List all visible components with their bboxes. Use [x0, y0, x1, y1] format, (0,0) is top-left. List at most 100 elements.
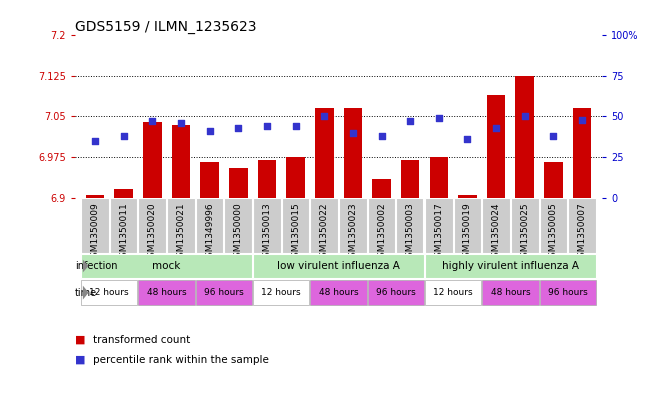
Text: GSM1350022: GSM1350022 — [320, 202, 329, 263]
Text: GSM1350013: GSM1350013 — [262, 202, 271, 263]
FancyBboxPatch shape — [425, 280, 481, 305]
Bar — [229, 168, 247, 198]
Point — [577, 117, 587, 123]
Text: GSM1350007: GSM1350007 — [577, 202, 587, 263]
Point — [376, 133, 387, 139]
Point — [176, 120, 186, 126]
Point — [290, 123, 301, 129]
Point — [233, 125, 243, 131]
Point — [90, 138, 100, 144]
Text: 96 hours: 96 hours — [548, 288, 588, 297]
FancyBboxPatch shape — [454, 198, 481, 253]
Text: GSM1350003: GSM1350003 — [406, 202, 415, 263]
Bar — [430, 157, 448, 198]
Text: 96 hours: 96 hours — [376, 288, 416, 297]
Bar — [487, 95, 505, 198]
Point — [548, 133, 559, 139]
Point — [348, 130, 358, 136]
Text: ■: ■ — [75, 335, 85, 345]
Point — [147, 118, 158, 125]
Text: low virulent influenza A: low virulent influenza A — [277, 261, 400, 271]
FancyBboxPatch shape — [511, 198, 538, 253]
FancyBboxPatch shape — [425, 254, 596, 277]
Point — [519, 113, 530, 119]
Point — [262, 123, 272, 129]
Bar — [372, 179, 391, 198]
FancyBboxPatch shape — [311, 280, 367, 305]
Text: GSM1350009: GSM1350009 — [90, 202, 100, 263]
Text: 12 hours: 12 hours — [262, 288, 301, 297]
FancyBboxPatch shape — [196, 198, 223, 253]
FancyBboxPatch shape — [282, 198, 309, 253]
Bar — [573, 108, 591, 198]
Text: GSM1350017: GSM1350017 — [434, 202, 443, 263]
Point — [319, 113, 329, 119]
Text: GSM1350021: GSM1350021 — [176, 202, 186, 263]
Bar — [172, 125, 190, 198]
Text: 48 hours: 48 hours — [146, 288, 186, 297]
Point — [491, 125, 501, 131]
Point — [434, 115, 444, 121]
Text: GSM1349996: GSM1349996 — [205, 202, 214, 263]
FancyBboxPatch shape — [396, 198, 424, 253]
Polygon shape — [83, 260, 89, 272]
FancyBboxPatch shape — [540, 198, 567, 253]
Bar — [315, 108, 333, 198]
Text: highly virulent influenza A: highly virulent influenza A — [442, 261, 579, 271]
FancyBboxPatch shape — [482, 198, 510, 253]
Bar — [86, 195, 104, 198]
Point — [118, 133, 129, 139]
FancyBboxPatch shape — [568, 198, 596, 253]
Text: GDS5159 / ILMN_1235623: GDS5159 / ILMN_1235623 — [75, 20, 256, 34]
Text: 48 hours: 48 hours — [319, 288, 358, 297]
Bar — [516, 76, 534, 198]
FancyBboxPatch shape — [425, 198, 452, 253]
Bar — [115, 189, 133, 198]
FancyBboxPatch shape — [339, 198, 367, 253]
Bar — [258, 160, 276, 198]
Text: GSM1350024: GSM1350024 — [492, 202, 501, 263]
Bar — [544, 162, 562, 198]
FancyBboxPatch shape — [81, 280, 137, 305]
FancyBboxPatch shape — [139, 280, 195, 305]
Text: GSM1350000: GSM1350000 — [234, 202, 243, 263]
Bar — [401, 160, 419, 198]
Point — [405, 118, 415, 125]
FancyBboxPatch shape — [368, 198, 395, 253]
Text: 96 hours: 96 hours — [204, 288, 243, 297]
Text: time: time — [75, 288, 97, 298]
Text: GSM1350025: GSM1350025 — [520, 202, 529, 263]
Bar — [344, 108, 362, 198]
Text: percentile rank within the sample: percentile rank within the sample — [93, 354, 269, 365]
FancyBboxPatch shape — [482, 280, 538, 305]
Text: ■: ■ — [75, 354, 85, 365]
FancyBboxPatch shape — [81, 198, 109, 253]
Text: GSM1350011: GSM1350011 — [119, 202, 128, 263]
FancyBboxPatch shape — [540, 280, 596, 305]
Bar — [458, 195, 477, 198]
FancyBboxPatch shape — [167, 198, 195, 253]
FancyBboxPatch shape — [253, 280, 309, 305]
FancyBboxPatch shape — [368, 280, 424, 305]
Point — [462, 136, 473, 142]
Text: 48 hours: 48 hours — [491, 288, 531, 297]
FancyBboxPatch shape — [139, 198, 166, 253]
Text: mock: mock — [152, 261, 181, 271]
Text: GSM1350015: GSM1350015 — [291, 202, 300, 263]
Bar — [143, 122, 161, 198]
Point — [204, 128, 215, 134]
Polygon shape — [83, 286, 89, 299]
Text: GSM1350023: GSM1350023 — [348, 202, 357, 263]
Text: 12 hours: 12 hours — [434, 288, 473, 297]
FancyBboxPatch shape — [110, 198, 137, 253]
Text: GSM1350005: GSM1350005 — [549, 202, 558, 263]
FancyBboxPatch shape — [311, 198, 338, 253]
FancyBboxPatch shape — [253, 254, 424, 277]
Text: infection: infection — [75, 261, 118, 271]
FancyBboxPatch shape — [81, 254, 252, 277]
FancyBboxPatch shape — [253, 198, 281, 253]
Text: GSM1350020: GSM1350020 — [148, 202, 157, 263]
Text: transformed count: transformed count — [93, 335, 190, 345]
Text: 12 hours: 12 hours — [89, 288, 129, 297]
FancyBboxPatch shape — [196, 280, 252, 305]
